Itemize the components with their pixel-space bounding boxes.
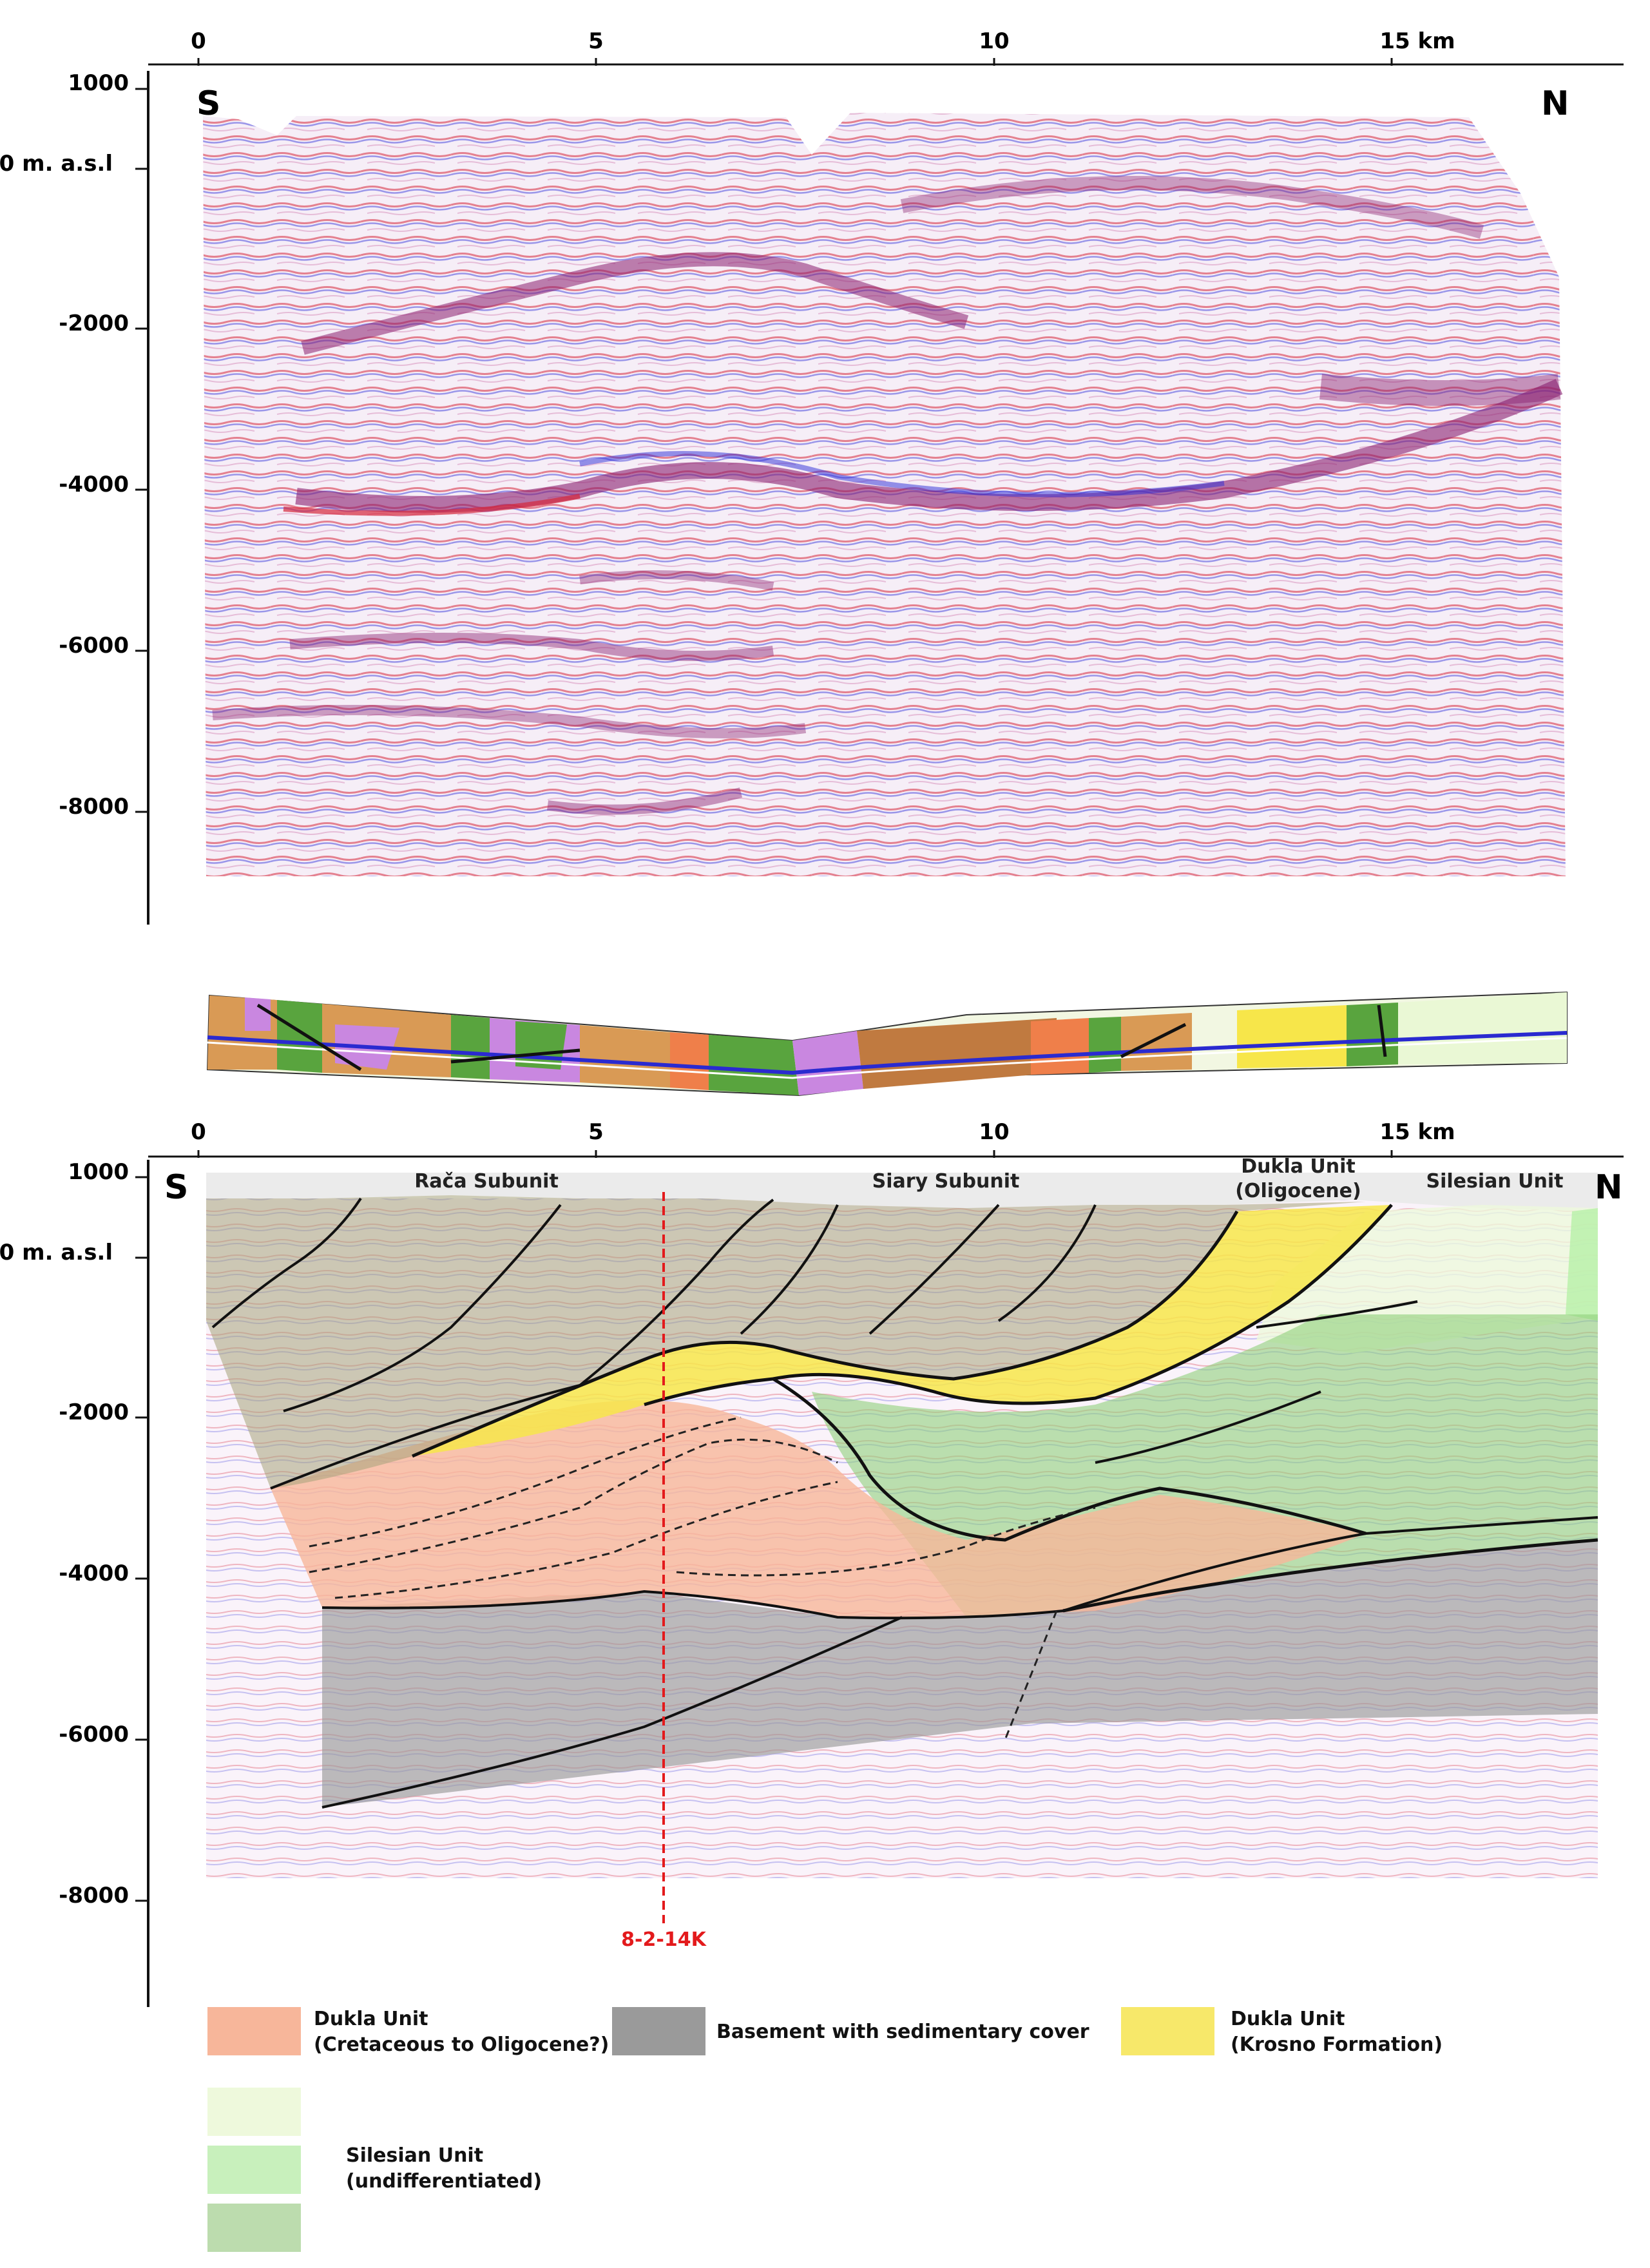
top-strong-reflectors <box>212 176 1563 815</box>
top-x-tick-0: 0 <box>191 28 206 54</box>
top-y-tick-1000: 1000 <box>68 70 129 96</box>
legend-dukla-krosno-line2: (Krosno Formation) <box>1231 2033 1443 2056</box>
bottom-south-label: S <box>164 1168 188 1207</box>
top-y-tick-0: 0 m. a.s.l <box>0 151 113 177</box>
top-seismic-panel <box>203 113 1566 876</box>
bottom-x-tick-15: 15 km <box>1379 1119 1455 1145</box>
top-x-tick-15: 15 km <box>1379 28 1455 54</box>
legend-swatch-silesian-dark <box>207 2204 301 2252</box>
legend-swatch-basement <box>612 2007 705 2055</box>
bottom-x-tick-5: 5 <box>588 1119 604 1145</box>
silesian-unit-label: Silesian Unit <box>1426 1170 1563 1193</box>
legend-dukla-cretaceous-line1: Dukla Unit <box>314 2008 428 2030</box>
fault-lines <box>211 1197 1598 1809</box>
top-south-label: S <box>197 84 220 123</box>
legend-silesian-line2: (undifferentiated) <box>346 2170 542 2193</box>
top-axes: 0 5 10 15 km 1000 0 m. a.s.l -2000 -4000… <box>0 28 1624 925</box>
dukla-cretaceous-unit-area <box>271 1400 1366 1617</box>
dukla-unit-label-line1: Dukla Unit <box>1241 1155 1356 1178</box>
raca-siary-subunit-area <box>206 1195 1366 1488</box>
top-y-tick-minus2000: -2000 <box>59 311 129 336</box>
legend-basement-label: Basement with sedimentary cover <box>716 2021 1089 2043</box>
bottom-y-tick-1000: 1000 <box>68 1159 129 1185</box>
siary-subunit-label: Siary Subunit <box>872 1170 1020 1193</box>
top-y-tick-minus6000: -6000 <box>59 633 129 658</box>
legend-swatch-dukla-krosno <box>1121 2007 1214 2055</box>
top-x-tick-5: 5 <box>588 28 604 54</box>
legend-swatch-dukla-cretaceous <box>207 2007 301 2055</box>
bottom-y-tick-0: 0 m. a.s.l <box>0 1240 113 1265</box>
legend-swatch-silesian-mid <box>207 2146 301 2194</box>
silesian-unit-mid-area <box>1566 1208 1598 1321</box>
top-y-tick-minus8000: -8000 <box>59 794 129 820</box>
legend-silesian-line1: Silesian Unit <box>346 2144 483 2167</box>
bottom-axes: 0 5 10 15 km 1000 0 m. a.s.l -2000 -4000… <box>0 1119 1624 2007</box>
legend: Dukla Unit (Cretaceous to Oligocene?) Ba… <box>207 2007 1443 2252</box>
top-y-tick-minus4000: -4000 <box>59 472 129 497</box>
bottom-x-tick-10: 10 <box>979 1119 1009 1145</box>
bottom-y-tick-minus4000: -4000 <box>59 1561 129 1586</box>
bottom-y-tick-minus2000: -2000 <box>59 1399 129 1425</box>
bottom-y-tick-minus8000: -8000 <box>59 1883 129 1908</box>
dukla-unit-label-line2: (Oligocene) <box>1235 1180 1361 1202</box>
dukla-krosno-unit-area <box>412 1205 1392 1456</box>
dashed-horizons <box>309 1416 1096 1740</box>
bottom-x-tick-0: 0 <box>191 1119 206 1145</box>
legend-dukla-cretaceous-line2: (Cretaceous to Oligocene?) <box>314 2033 609 2056</box>
bottom-interpreted-panel: 8-2-14K Rača Subunit Siary Subunit Dukla… <box>206 1155 1598 1951</box>
topography-surface <box>206 1173 1598 1211</box>
raca-subunit-label: Rača Subunit <box>414 1170 559 1193</box>
top-x-tick-10: 10 <box>979 28 1009 54</box>
well-label: 8-2-14K <box>621 1928 707 1951</box>
legend-dukla-krosno-line1: Dukla Unit <box>1231 2008 1345 2030</box>
bottom-north-label: N <box>1595 1168 1623 1207</box>
top-north-label: N <box>1541 84 1569 123</box>
legend-swatch-silesian-light <box>207 2088 301 2136</box>
geological-map-strip <box>206 991 1568 1097</box>
basement-unit-area <box>322 1540 1598 1807</box>
bottom-y-tick-minus6000: -6000 <box>59 1722 129 1747</box>
